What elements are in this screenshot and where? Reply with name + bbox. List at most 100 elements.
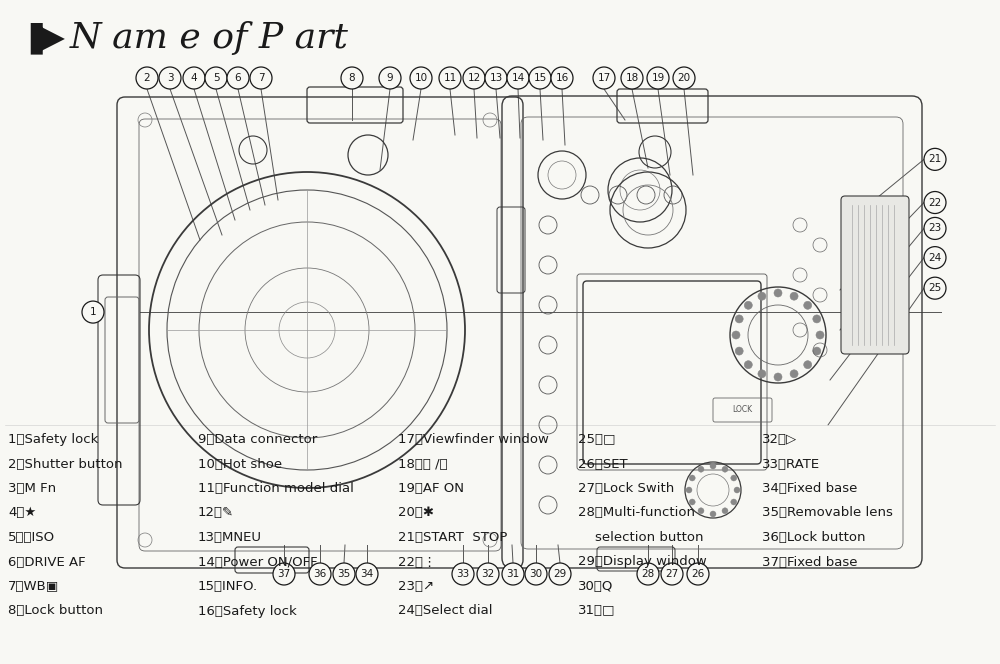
Text: 9、Data connector: 9、Data connector: [198, 433, 317, 446]
Circle shape: [250, 67, 272, 89]
Text: 14、Power ON/OFF: 14、Power ON/OFF: [198, 556, 318, 568]
Circle shape: [525, 563, 547, 585]
Text: 24、Select dial: 24、Select dial: [398, 604, 492, 618]
Text: 1: 1: [90, 307, 96, 317]
Text: 27: 27: [665, 569, 679, 579]
Text: 11: 11: [443, 73, 457, 83]
Text: 26: 26: [691, 569, 705, 579]
Circle shape: [722, 466, 728, 472]
Circle shape: [732, 331, 740, 339]
Circle shape: [673, 67, 695, 89]
Circle shape: [744, 361, 752, 369]
Circle shape: [356, 563, 378, 585]
Text: 35: 35: [337, 569, 351, 579]
Text: 37: 37: [277, 569, 291, 579]
Circle shape: [689, 499, 695, 505]
Text: 17: 17: [597, 73, 611, 83]
Text: 6: 6: [235, 73, 241, 83]
Text: N am e of P art: N am e of P art: [70, 21, 349, 55]
Circle shape: [551, 67, 573, 89]
Text: 19、AF ON: 19、AF ON: [398, 482, 464, 495]
Circle shape: [529, 67, 551, 89]
Circle shape: [309, 563, 331, 585]
Circle shape: [924, 217, 946, 240]
Text: 3: 3: [167, 73, 173, 83]
Circle shape: [159, 67, 181, 89]
Text: 21、START  STOP: 21、START STOP: [398, 531, 507, 544]
Text: 23、↗: 23、↗: [398, 580, 434, 593]
Circle shape: [698, 508, 704, 514]
Circle shape: [790, 292, 798, 300]
Circle shape: [804, 361, 812, 369]
Text: 12: 12: [467, 73, 481, 83]
Text: 5、ⒻISO: 5、ⒻISO: [8, 531, 55, 544]
Circle shape: [813, 315, 821, 323]
Text: 9: 9: [387, 73, 393, 83]
Text: 36: 36: [313, 569, 327, 579]
Circle shape: [698, 466, 704, 472]
Text: 37、Fixed base: 37、Fixed base: [762, 556, 858, 568]
Circle shape: [734, 487, 740, 493]
Text: 5: 5: [213, 73, 219, 83]
Text: 7: 7: [258, 73, 264, 83]
Text: 29、Display window: 29、Display window: [578, 556, 707, 568]
Text: 30: 30: [529, 569, 543, 579]
Circle shape: [735, 315, 743, 323]
Text: 32: 32: [481, 569, 495, 579]
Text: 34: 34: [360, 569, 374, 579]
Text: 33、RATE: 33、RATE: [762, 457, 820, 471]
Circle shape: [744, 301, 752, 309]
Text: 25、□: 25、□: [578, 433, 616, 446]
Text: 23: 23: [928, 223, 942, 234]
Circle shape: [710, 511, 716, 517]
Circle shape: [136, 67, 158, 89]
Text: 29: 29: [553, 569, 567, 579]
Circle shape: [774, 289, 782, 297]
Text: 10: 10: [414, 73, 428, 83]
Text: 3、M Fn: 3、M Fn: [8, 482, 56, 495]
Text: 2: 2: [144, 73, 150, 83]
Text: selection button: selection button: [578, 531, 704, 544]
Circle shape: [689, 475, 695, 481]
Text: 32、▷: 32、▷: [762, 433, 797, 446]
Text: 33: 33: [456, 569, 470, 579]
Circle shape: [924, 246, 946, 269]
Circle shape: [333, 563, 355, 585]
Text: 2、Shutter button: 2、Shutter button: [8, 457, 122, 471]
Text: 13、MNEU: 13、MNEU: [198, 531, 262, 544]
Circle shape: [502, 563, 524, 585]
Text: 28: 28: [641, 569, 655, 579]
Circle shape: [774, 373, 782, 381]
Circle shape: [661, 563, 683, 585]
Circle shape: [686, 487, 692, 493]
Circle shape: [410, 67, 432, 89]
Text: 27、Lock Swith: 27、Lock Swith: [578, 482, 674, 495]
Text: 12、✎: 12、✎: [198, 507, 234, 519]
Text: 34、Fixed base: 34、Fixed base: [762, 482, 857, 495]
Text: 24: 24: [928, 252, 942, 263]
Circle shape: [758, 370, 766, 378]
Text: 6、DRIVE AF: 6、DRIVE AF: [8, 556, 86, 568]
Text: 35、Removable lens: 35、Removable lens: [762, 507, 893, 519]
Circle shape: [485, 67, 507, 89]
Text: 36、Lock button: 36、Lock button: [762, 531, 866, 544]
Circle shape: [758, 292, 766, 300]
Circle shape: [227, 67, 249, 89]
Circle shape: [477, 563, 499, 585]
Text: 16、Safety lock: 16、Safety lock: [198, 604, 297, 618]
Circle shape: [507, 67, 529, 89]
Circle shape: [816, 331, 824, 339]
Circle shape: [731, 475, 737, 481]
Text: 4、★: 4、★: [8, 507, 36, 519]
Text: 8: 8: [349, 73, 355, 83]
Text: 15、INFO.: 15、INFO.: [198, 580, 258, 593]
Circle shape: [924, 148, 946, 171]
Text: 1、Safety lock: 1、Safety lock: [8, 433, 98, 446]
Text: 28、Multi-function: 28、Multi-function: [578, 507, 695, 519]
Text: 16: 16: [555, 73, 569, 83]
Circle shape: [790, 370, 798, 378]
Circle shape: [804, 301, 812, 309]
Text: 31、□: 31、□: [578, 604, 616, 618]
Text: 18: 18: [625, 73, 639, 83]
Text: 7、WB▣: 7、WB▣: [8, 580, 59, 593]
